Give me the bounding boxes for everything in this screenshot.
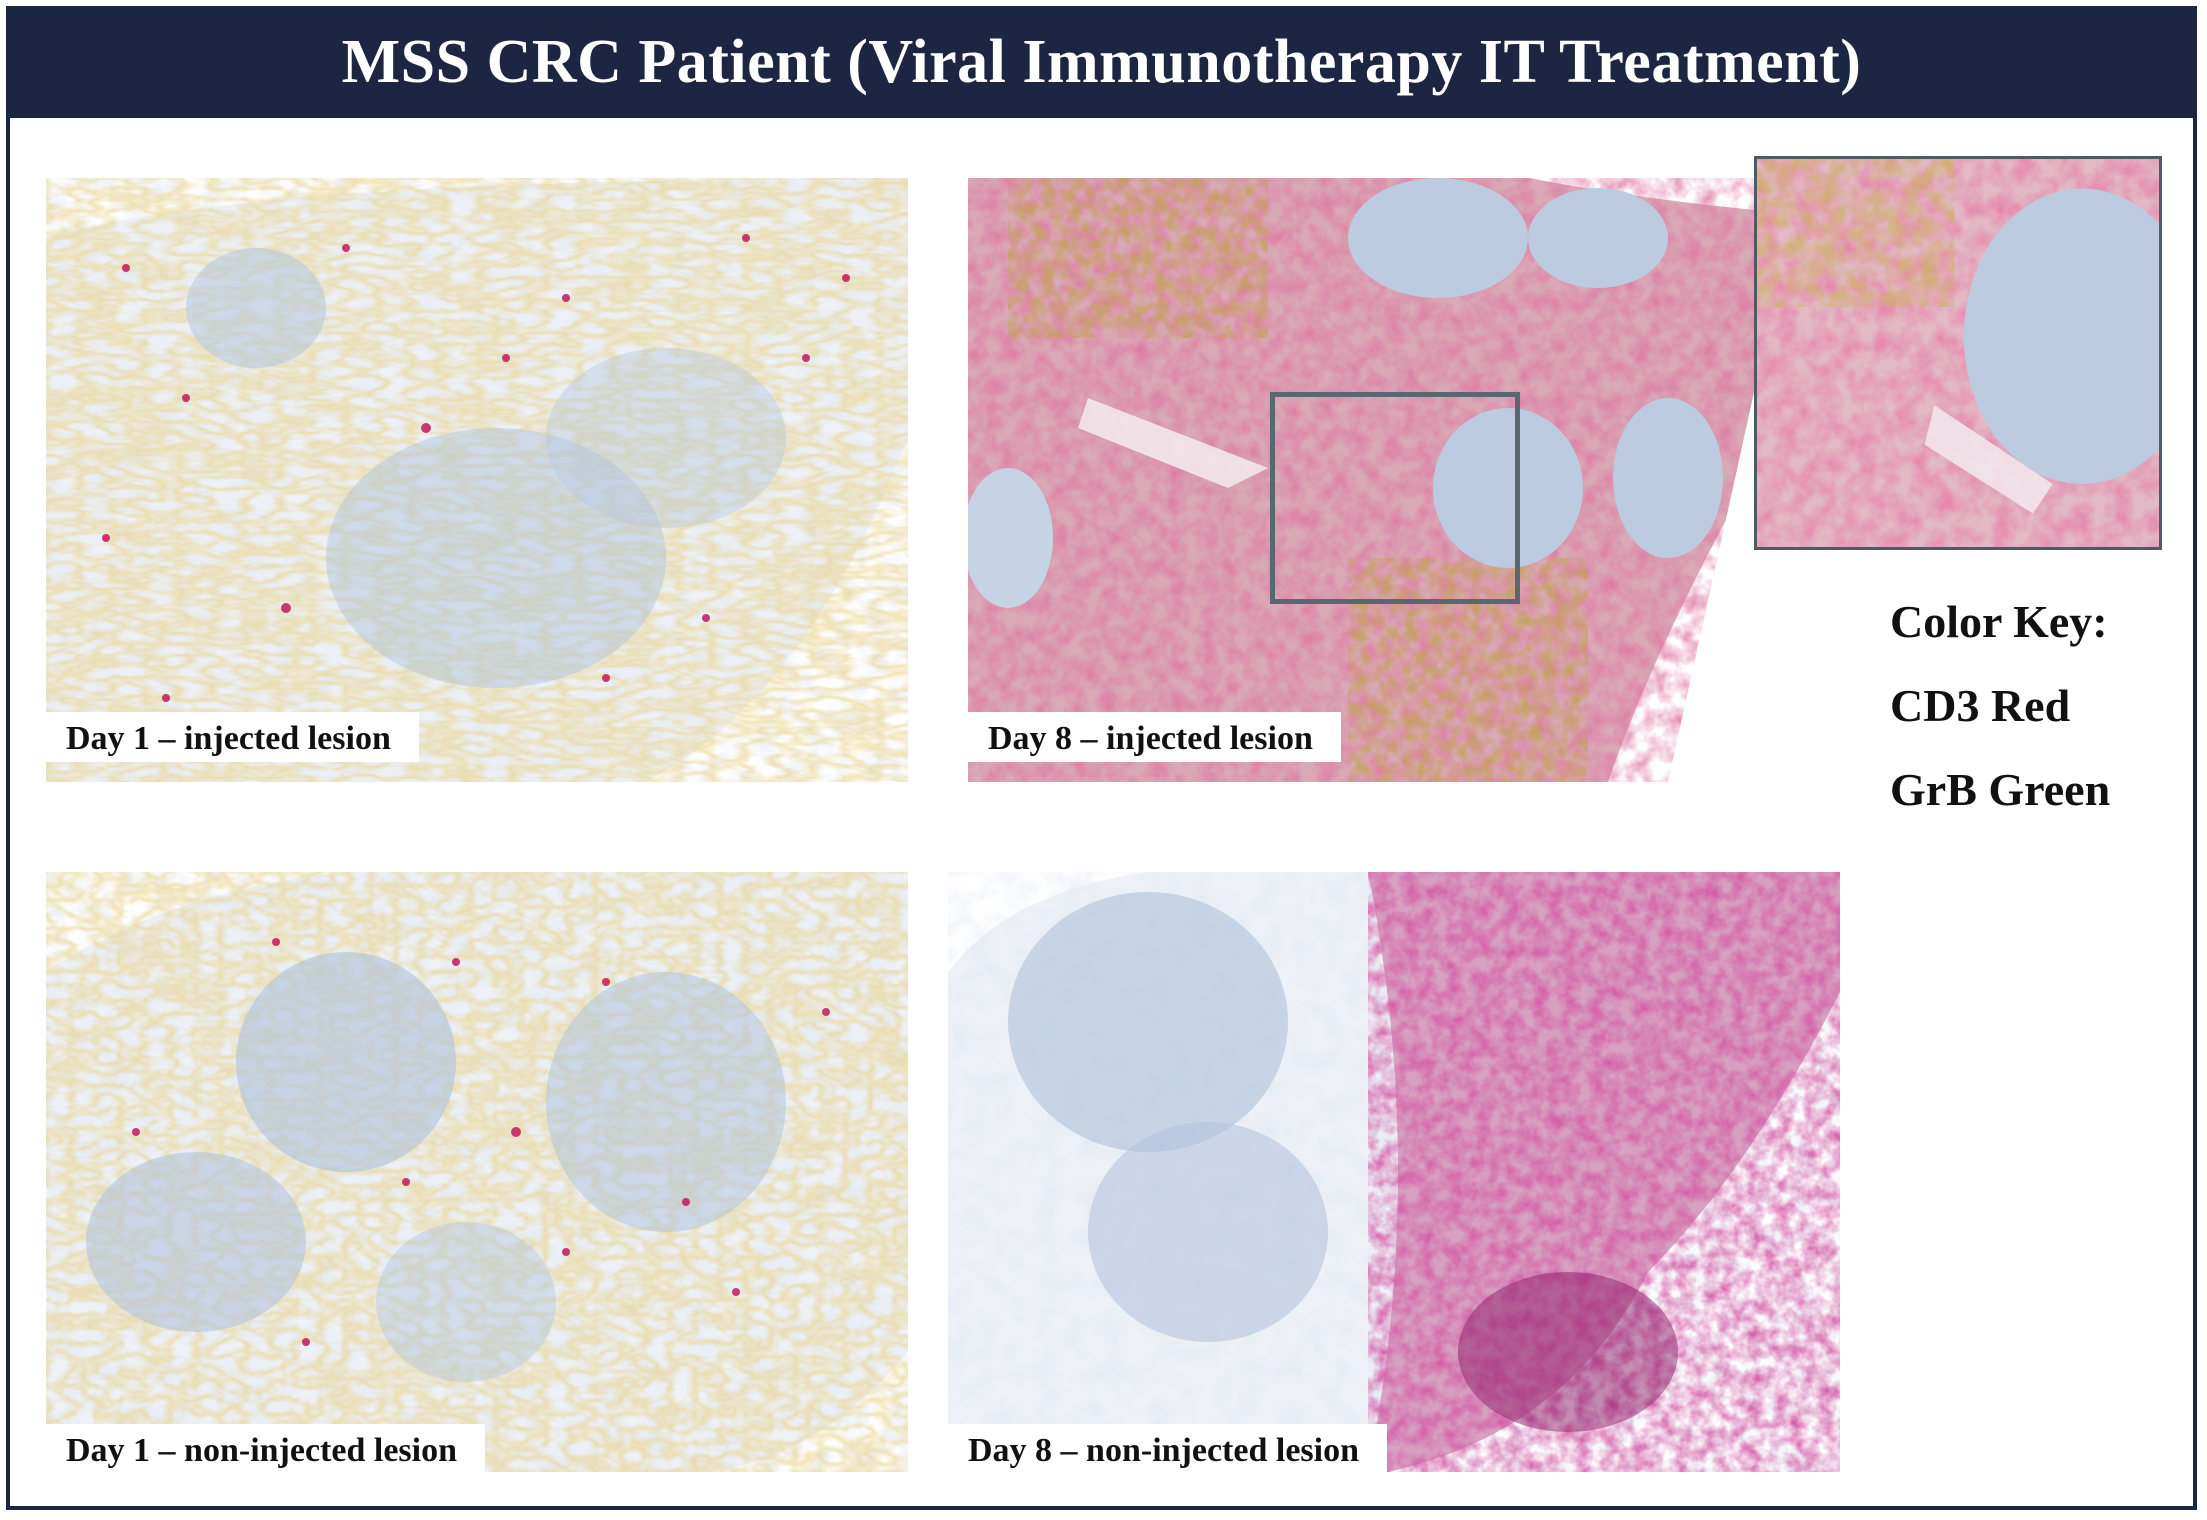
color-key: Color Key: CD3 Red GrB Green xyxy=(1890,580,2110,832)
tissue-image-day8-noninjected xyxy=(948,872,1840,1472)
panel-caption: Day 1 – non-injected lesion xyxy=(46,1424,485,1472)
panel-day1-noninjected: Day 1 – non-injected lesion xyxy=(46,872,908,1472)
panel-caption: Day 8 – injected lesion xyxy=(968,712,1341,762)
panel-day1-injected: Day 1 – injected lesion xyxy=(46,178,908,782)
tissue-image-day1-injected xyxy=(46,178,908,782)
color-key-heading: Color Key: xyxy=(1890,596,2108,647)
tissue-image-day1-noninjected xyxy=(46,872,908,1472)
color-key-item-grb: GrB Green xyxy=(1890,764,2111,815)
figure-title: MSS CRC Patient (Viral Immunotherapy IT … xyxy=(6,6,2197,118)
panel-caption: Day 8 – non-injected lesion xyxy=(948,1424,1387,1472)
zoom-inset xyxy=(1754,156,2162,550)
roi-box xyxy=(1270,392,1520,604)
panel-caption: Day 1 – injected lesion xyxy=(46,712,419,762)
tissue-image-inset xyxy=(1757,159,2159,547)
panel-day8-noninjected: Day 8 – non-injected lesion xyxy=(948,872,1840,1472)
panel-day8-injected: Day 8 – injected lesion xyxy=(968,178,1858,782)
color-key-item-cd3: CD3 Red xyxy=(1890,680,2071,731)
tissue-image-day8-injected xyxy=(968,178,1858,782)
